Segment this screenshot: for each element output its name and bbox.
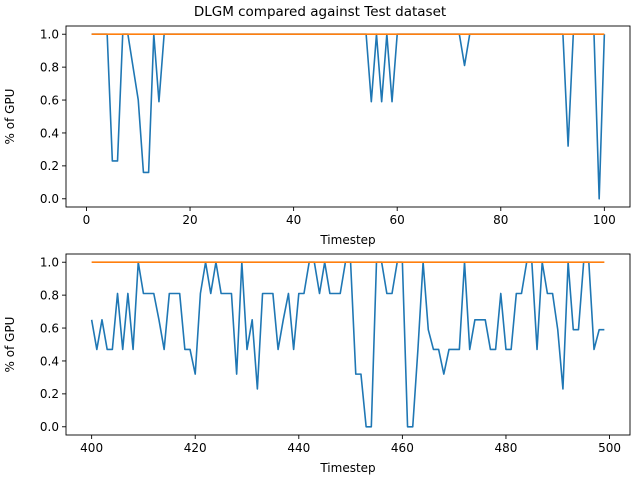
top-y-tick-label: 0.8 bbox=[40, 60, 59, 74]
bottom-y-tick-label: 0.6 bbox=[40, 321, 59, 335]
bottom-y-tick-label: 0.0 bbox=[40, 420, 59, 434]
top-plot-frame bbox=[65, 25, 631, 208]
top-y-tick-label: 0.0 bbox=[40, 192, 59, 206]
top-x-tick-label: 0 bbox=[83, 213, 91, 227]
top-x-axis-label: Timestep bbox=[319, 233, 375, 247]
top-series-line-predicted bbox=[91, 33, 606, 200]
bottom-series-line-predicted bbox=[90, 261, 605, 428]
subplots: 0 20 40 60 80 100 0.0 0.2 0.4 0.6 0.8 1.0 Timestep % … bbox=[3, 25, 631, 475]
bottom-x-tick-label: 500 bbox=[598, 441, 621, 455]
bottom-subplot: 400 420 440 460 480 500 0.0 0.2 0.4 0.6 0.8 1.0 Time… bbox=[3, 253, 631, 475]
top-x-tick-label: 60 bbox=[390, 213, 405, 227]
bottom-y-axis-label: % of GPU bbox=[3, 317, 17, 373]
top-y-axis-label: % of GPU bbox=[3, 89, 17, 145]
bottom-x-tick-label: 480 bbox=[495, 441, 518, 455]
top-x-tick-label: 100 bbox=[593, 213, 616, 227]
bottom-y-tick-label: 0.8 bbox=[40, 288, 59, 302]
bottom-x-tick-label: 420 bbox=[184, 441, 207, 455]
top-x-tick-label: 20 bbox=[182, 213, 197, 227]
bottom-y-tick-label: 0.2 bbox=[40, 387, 59, 401]
top-y-tick-label: 0.4 bbox=[40, 126, 59, 140]
top-x-tick-label: 40 bbox=[286, 213, 301, 227]
bottom-y-tick-label: 0.4 bbox=[40, 354, 59, 368]
top-subplot: 0 20 40 60 80 100 0.0 0.2 0.4 0.6 0.8 1.0 Timestep % … bbox=[3, 25, 631, 247]
top-x-tick-label: 80 bbox=[493, 213, 508, 227]
bottom-x-axis-label: Timestep bbox=[319, 461, 375, 475]
bottom-x-tick-label: 400 bbox=[80, 441, 103, 455]
top-y-tick-label: 0.2 bbox=[40, 159, 59, 173]
bottom-plot-frame bbox=[65, 253, 631, 436]
top-y-tick-label: 1.0 bbox=[40, 28, 59, 42]
top-y-tick-label: 0.6 bbox=[40, 93, 59, 107]
bottom-x-tick-label: 440 bbox=[287, 441, 310, 455]
bottom-x-tick-label: 460 bbox=[391, 441, 414, 455]
figure-title: DLGM compared against Test dataset bbox=[194, 4, 446, 20]
bottom-y-tick-label: 1.0 bbox=[40, 256, 59, 270]
